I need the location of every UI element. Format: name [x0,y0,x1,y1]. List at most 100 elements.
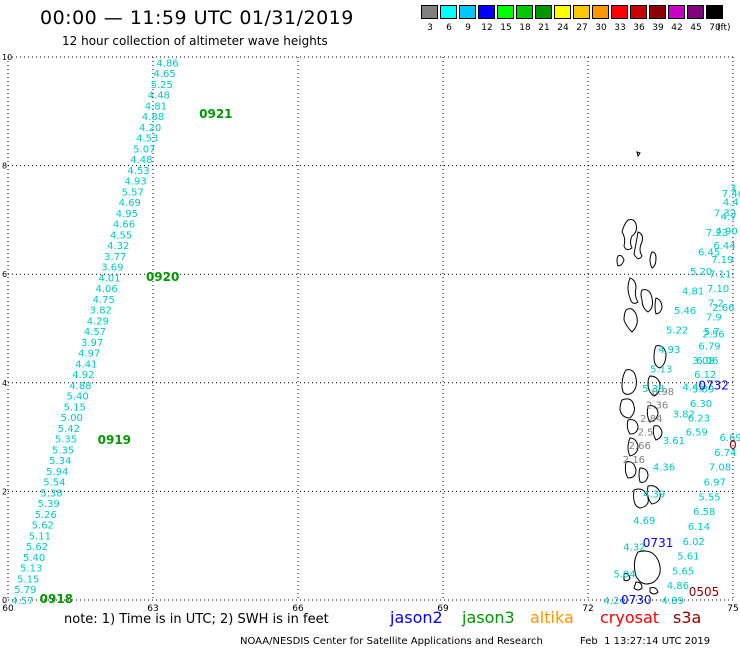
satellite-label: altika [530,608,574,627]
swh-value: 4.90 [715,226,737,237]
swh-value: 7.23 [706,228,728,239]
legend-label: 70 [709,23,721,33]
swh-value: 5.54 [43,478,65,489]
legend-label: 15 [500,23,512,33]
swh-value: 4.89 [661,596,683,607]
island-outline [647,485,661,505]
swh-value: 5.89 [692,385,714,396]
swh-value: 5.13 [650,365,672,376]
island-outline [623,573,631,582]
island-outline [649,251,657,269]
island-outline [627,277,639,304]
swh-value: 7.11 [709,270,731,281]
x-tick-label: 63 [147,604,158,614]
island-outline [646,405,659,423]
swh-value: 4.57 [11,596,33,607]
swh-value: 5.40 [23,553,45,564]
swh-value: 6.74 [714,448,736,459]
swh-value: 5.62 [32,521,54,532]
swh-value: 5.46 [674,306,696,317]
swh-value: 3.69 [101,263,123,274]
satellite-label: jason2 [390,608,443,627]
swh-value: 5.79 [14,585,36,596]
swh-value: 4.06 [95,284,117,295]
legend-label: 36 [633,23,645,33]
x-tick-label: 60 [2,604,14,614]
swh-value: 5.35 [55,435,77,446]
swh-value: 5.42 [58,424,80,435]
legend-label: 21 [538,23,550,33]
island-outline [621,219,637,251]
swh-value: 6.06 [696,356,718,367]
swh-value: 3.08 [692,356,714,367]
island-outline [640,289,653,313]
swh-value: 7.2 [708,298,724,309]
swh-value: 4.93 [658,345,680,356]
y-tick-label: 0 [2,596,7,605]
legend-swatch [668,5,685,19]
swh-value: 5.20 [690,267,712,278]
legend-swatch [611,5,628,19]
swh-value: 3.61 [663,436,685,447]
swh-value: 2.66 [629,441,651,452]
swh-value: 4.01 [98,273,120,284]
island-outline [653,345,667,369]
swh-value: 5.04 [613,569,635,580]
swh-value: 5.40 [66,392,88,403]
swh-value: 4.92 [72,370,94,381]
chart-subtitle: 12 hour collection of altimeter wave hei… [62,34,328,48]
swh-value: 5.07 [133,144,155,155]
legend-swatch [649,5,666,19]
legend-swatch [630,5,647,19]
y-tick-label: 6 [2,270,7,279]
swh-value: 5.65 [672,566,694,577]
swh-value: 6.69 [719,433,740,444]
swh-value: 4.41 [75,359,97,370]
legend-swatch [440,5,457,19]
swh-value: 5.94 [46,467,68,478]
swh-value: 3.82 [673,409,695,420]
legend-swatch [421,5,438,19]
legend-label: 12 [481,23,493,33]
swh-value: 5.15 [17,574,39,585]
swh-value: 6.44 [713,241,735,252]
legend-label: 30 [595,23,607,33]
swh-value: 4.32 [623,543,645,554]
track-time-label: 0921 [199,107,232,121]
swh-value: 5.26 [35,510,57,521]
legend-swatch [478,5,495,19]
island-outline [638,467,649,483]
legend-unit: (ft) [717,23,731,33]
swh-value: 5.38 [40,488,62,499]
y-tick-label: 4 [2,379,7,388]
legend-label: 6 [446,23,452,33]
swh-value: 4.48 [130,155,152,166]
swh-value: 4.81 [682,286,704,297]
swh-value: 5.13 [20,564,42,575]
swh-value: 5.38 [642,384,664,395]
island-outline [633,581,643,591]
island-outline [624,461,637,479]
swh-value: 4.24 [603,596,625,607]
track-time-label: 0919 [98,433,131,447]
island-outline [619,398,635,419]
swh-value: 5.62 [26,542,48,553]
swh-value: 3 [730,183,736,194]
swh-value: 7.32 [714,208,736,219]
swh-value: 4.7 [721,212,737,223]
swh-value: 4.29 [87,316,109,327]
legend-label: 39 [652,23,664,33]
swh-value: 6.59 [686,428,708,439]
swh-value: 2.36 [646,401,668,412]
y-tick-label: 8 [2,162,7,171]
swh-value: 4.53 [127,166,149,177]
legend-swatch [706,5,723,19]
time-labels: 0730 0731 0732 0505 0 [621,379,737,607]
swh-value: 4.55 [110,230,132,241]
legend-label: 3 [427,23,433,33]
y-tick-label: 10 [2,53,12,62]
track-time-label: 0920 [146,270,179,284]
swh-value: 6.23 [688,413,710,424]
swh-value: 4.86 [156,58,178,69]
island-outline [623,308,638,333]
